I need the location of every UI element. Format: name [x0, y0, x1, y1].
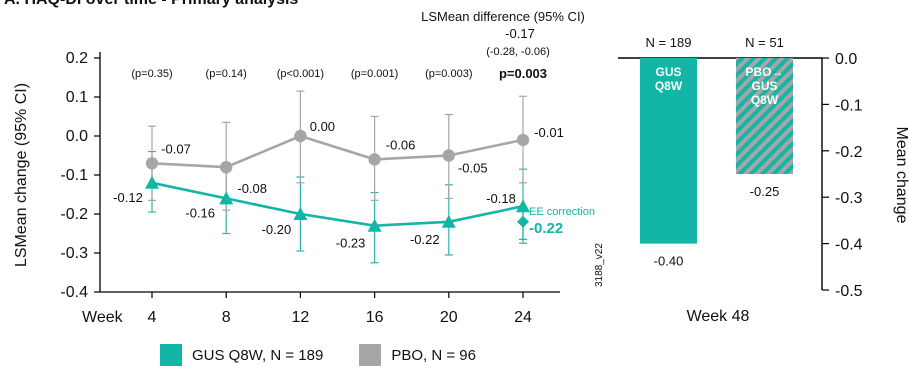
bar-y-tick-label: -0.2 [835, 144, 863, 161]
lsmean-diff-value: -0.17 [505, 26, 535, 41]
bar-inner-label: GUS [655, 65, 681, 79]
legend-label-gus: GUS Q8W, N = 189 [192, 346, 324, 364]
x-tick-label: 16 [366, 309, 384, 326]
gus-point [145, 175, 159, 189]
bar-y-tick-label: -0.4 [835, 237, 863, 254]
y-tick-label: 0.0 [66, 128, 88, 145]
bar-y-axis-label: Mean change [893, 127, 909, 224]
p-value-label: (p=0.14) [206, 68, 247, 80]
y-tick-label: 0.2 [66, 50, 88, 67]
pbo-point [145, 157, 159, 170]
bar-x-axis-label: Week 48 [687, 308, 750, 325]
bar-n-label: N = 189 [646, 35, 692, 50]
lsmean-diff-header: LSMean difference (95% CI) [421, 9, 585, 24]
bar-y-tick-label: -0.1 [835, 97, 863, 114]
pbo-value-label: -0.05 [458, 161, 488, 176]
x-tick-label: 12 [292, 309, 310, 326]
ee-point [517, 215, 529, 228]
legend-item-pbo: PBO, N = 96 [359, 344, 476, 366]
bar-inner-label: GUS [751, 79, 777, 93]
legend: GUS Q8W, N = 189 PBO, N = 96 [160, 344, 512, 366]
gus-value-label: -0.22 [410, 232, 440, 247]
p-value-label: (p=0.003) [425, 68, 472, 80]
bar-gus-q8w [640, 58, 697, 244]
gus-point [293, 207, 308, 220]
y-tick-label: -0.2 [60, 206, 88, 223]
p-value-label: (p=0.35) [131, 68, 172, 80]
bar-y-tick-label: -0.5 [835, 283, 863, 300]
gus-point [367, 218, 382, 232]
gus-value-label: -0.23 [336, 236, 366, 251]
y-axis-label: LSMean change (95% CI) [13, 83, 30, 267]
pbo-value-label: -0.07 [161, 141, 191, 156]
bar-n-label: N = 51 [745, 35, 784, 50]
x-tick-label: 8 [222, 309, 231, 326]
p-value-label: p=0.003 [499, 66, 547, 81]
bar-inner-label: Q8W [751, 93, 779, 107]
ee-correction-value: -0.22 [529, 220, 563, 237]
gus-series-line [151, 181, 524, 228]
legend-label-pbo: PBO, N = 96 [391, 346, 476, 364]
x-tick-label: 24 [514, 309, 532, 326]
bar-y-tick-label: 0.0 [835, 51, 857, 68]
pbo-point [442, 149, 455, 162]
gus-value-label: -0.16 [185, 205, 215, 220]
pbo-point [220, 161, 233, 174]
gus-value-label: -0.18 [486, 191, 516, 206]
lsmean-diff-ci: (-0.28, -0.06) [486, 46, 550, 58]
pbo-value-label: -0.06 [386, 137, 416, 152]
x-axis-label: Week [82, 309, 124, 326]
pbo-point [294, 129, 307, 143]
legend-swatch-pbo [359, 344, 382, 366]
bar-value-label: -0.25 [750, 184, 780, 199]
legend-item-gus: GUS Q8W, N = 189 [160, 344, 323, 366]
y-tick-label: -0.1 [60, 167, 88, 184]
line-chart: 0.2 0.1 0.0 -0.1 -0.2 -0.3 -0.4 LSMean change (… [13, 9, 605, 326]
bar-chart: 0.0 -0.1 -0.2 -0.3 -0.4 -0.5 Mean change N = 18… [618, 35, 909, 325]
y-tick-label: 0.1 [66, 89, 88, 106]
gus-value-label: -0.20 [262, 222, 292, 237]
y-tick-label: -0.4 [60, 284, 88, 301]
bar-inner-label: Q8W [655, 79, 683, 93]
gus-point [219, 191, 234, 205]
pbo-value-label: -0.08 [237, 181, 267, 196]
y-tick-label: -0.3 [60, 245, 88, 262]
bar-inner-label: PBO→ [745, 65, 783, 79]
bar-y-tick-label: -0.3 [835, 190, 863, 207]
bar-value-label: -0.40 [654, 254, 684, 269]
gus-value-label: -0.12 [113, 190, 143, 205]
p-value-label: (p<0.001) [277, 68, 324, 80]
figure-code: 3188_v22 [594, 243, 605, 287]
pbo-value-label: -0.01 [534, 125, 564, 140]
pbo-value-label: 0.00 [310, 119, 335, 134]
gus-point [441, 214, 456, 228]
pbo-series-line [151, 134, 524, 169]
legend-swatch-gus [160, 344, 182, 366]
pbo-point [516, 133, 530, 147]
x-tick-label: 20 [440, 309, 458, 326]
ee-correction-label: EE correction [529, 206, 595, 218]
pbo-point [368, 153, 381, 166]
x-tick-label: 4 [148, 309, 157, 326]
bar-pbo-gus-q8w [736, 58, 793, 174]
figure-title: A. HAQ-DI over time - Primary analysis [4, 0, 298, 8]
p-value-label: (p=0.001) [351, 68, 398, 80]
